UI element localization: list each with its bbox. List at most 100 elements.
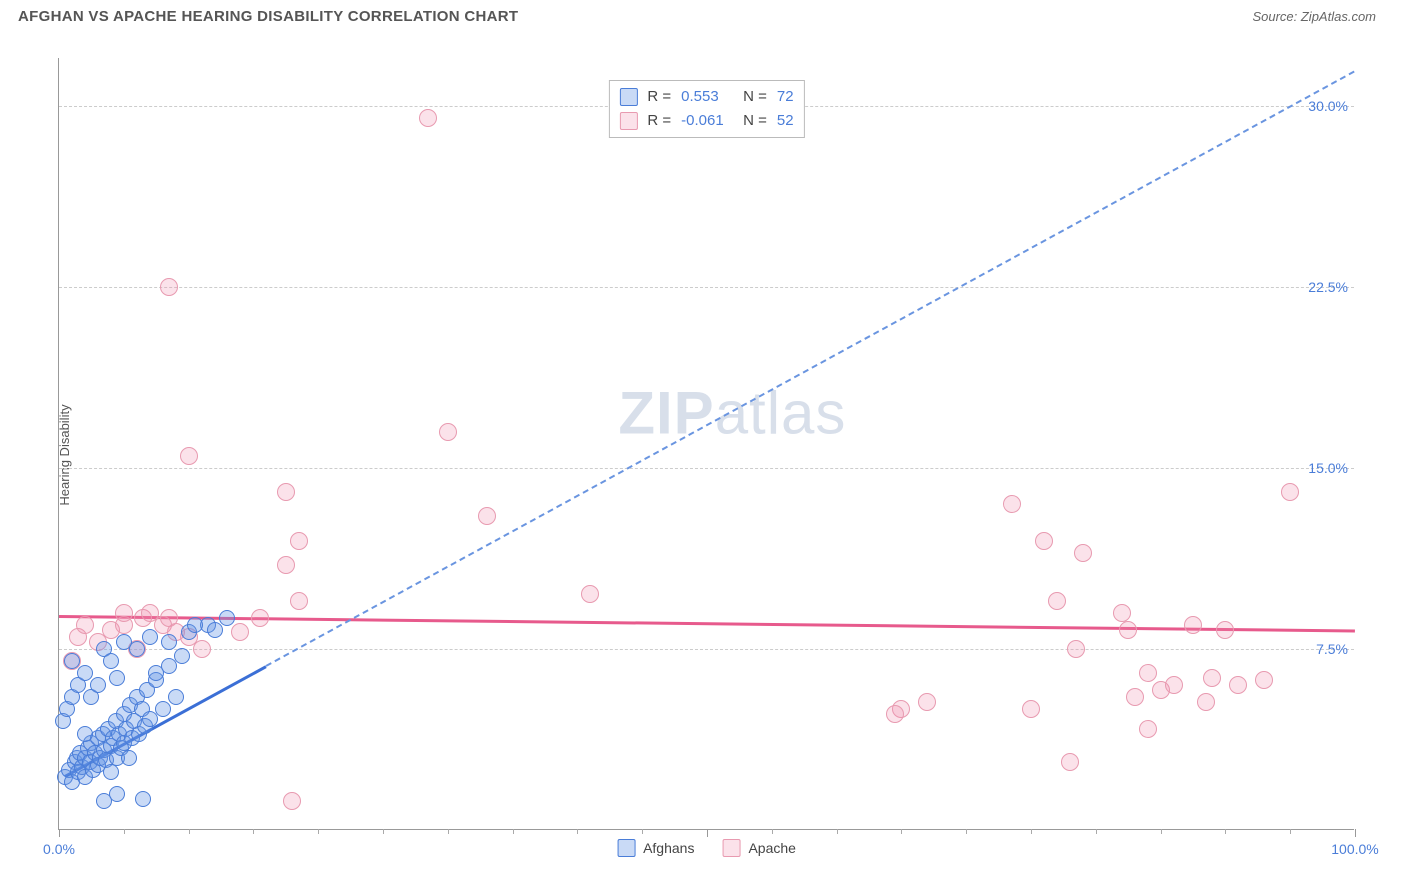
- scatter-point-apache: [160, 278, 178, 296]
- scatter-point-afghans: [77, 665, 93, 681]
- source-attribution: Source: ZipAtlas.com: [1252, 9, 1376, 24]
- scatter-point-afghans: [109, 786, 125, 802]
- x-tick-minor: [448, 829, 449, 834]
- scatter-point-apache: [1184, 616, 1202, 634]
- x-tick-minor: [1031, 829, 1032, 834]
- stat-n-label: N =: [743, 85, 767, 109]
- legend-item-pink: Apache: [722, 839, 795, 857]
- bottom-legend: Afghans Apache: [617, 839, 796, 857]
- scatter-point-apache: [290, 532, 308, 550]
- watermark-atlas: atlas: [715, 379, 847, 446]
- x-tick-minor: [383, 829, 384, 834]
- scatter-point-afghans: [121, 750, 137, 766]
- x-tick-label: 100.0%: [1331, 841, 1378, 857]
- chart-title: AFGHAN VS APACHE HEARING DISABILITY CORR…: [18, 8, 518, 25]
- x-tick-minor: [513, 829, 514, 834]
- scatter-point-apache: [1139, 664, 1157, 682]
- stat-r-value: 0.553: [681, 85, 733, 109]
- x-tick-minor: [642, 829, 643, 834]
- gridline: [59, 649, 1354, 650]
- scatter-point-apache: [283, 792, 301, 810]
- x-tick-minor: [966, 829, 967, 834]
- scatter-point-afghans: [142, 629, 158, 645]
- scatter-point-afghans: [64, 653, 80, 669]
- gridline: [59, 468, 1354, 469]
- scatter-point-apache: [231, 623, 249, 641]
- scatter-point-apache: [180, 447, 198, 465]
- scatter-point-apache: [1022, 700, 1040, 718]
- scatter-point-afghans: [219, 610, 235, 626]
- legend-swatch-pink: [722, 839, 740, 857]
- stat-n-label: N =: [743, 109, 767, 133]
- stat-n-value: 72: [777, 85, 794, 109]
- scatter-point-apache: [1113, 604, 1131, 622]
- scatter-point-afghans: [161, 634, 177, 650]
- scatter-point-apache: [277, 556, 295, 574]
- watermark: ZIPatlas: [618, 378, 846, 447]
- y-tick-label: 7.5%: [1316, 641, 1348, 657]
- scatter-point-apache: [918, 693, 936, 711]
- scatter-point-apache: [1067, 640, 1085, 658]
- stats-row: R =-0.061N =52: [619, 109, 793, 133]
- scatter-point-apache: [1216, 621, 1234, 639]
- scatter-point-apache: [277, 483, 295, 501]
- stat-r-label: R =: [647, 85, 671, 109]
- x-tick-minor: [837, 829, 838, 834]
- x-tick-minor: [1161, 829, 1162, 834]
- x-tick: [707, 829, 708, 837]
- scatter-point-apache: [419, 109, 437, 127]
- y-tick-label: 30.0%: [1308, 98, 1348, 114]
- scatter-point-afghans: [103, 764, 119, 780]
- chart-area: Hearing Disability ZIPatlas 7.5%15.0%22.…: [18, 38, 1388, 872]
- scatter-point-apache: [1119, 621, 1137, 639]
- scatter-point-apache: [886, 705, 904, 723]
- scatter-point-afghans: [187, 617, 203, 633]
- scatter-point-apache: [581, 585, 599, 603]
- scatter-point-apache: [1165, 676, 1183, 694]
- scatter-point-apache: [1074, 544, 1092, 562]
- chart-header: AFGHAN VS APACHE HEARING DISABILITY CORR…: [0, 0, 1406, 29]
- scatter-point-afghans: [90, 677, 106, 693]
- scatter-point-apache: [439, 423, 457, 441]
- scatter-point-apache: [193, 640, 211, 658]
- legend-label: Afghans: [643, 840, 694, 856]
- scatter-point-apache: [478, 507, 496, 525]
- scatter-point-apache: [1048, 592, 1066, 610]
- scatter-point-apache: [1281, 483, 1299, 501]
- scatter-point-apache: [290, 592, 308, 610]
- scatter-point-afghans: [77, 726, 93, 742]
- scatter-point-afghans: [109, 670, 125, 686]
- stat-n-value: 52: [777, 109, 794, 133]
- legend-swatch-pink: [619, 112, 637, 130]
- stats-row: R = 0.553 N = 72: [619, 85, 793, 109]
- scatter-point-apache: [76, 616, 94, 634]
- y-tick-label: 15.0%: [1308, 460, 1348, 476]
- plot-region: ZIPatlas 7.5%15.0%22.5%30.0%0.0%100.0%R …: [58, 58, 1354, 830]
- legend-item-blue: Afghans: [617, 839, 694, 857]
- scatter-point-apache: [1203, 669, 1221, 687]
- scatter-point-afghans: [155, 701, 171, 717]
- stat-r-label: R =: [647, 109, 671, 133]
- scatter-point-afghans: [135, 791, 151, 807]
- scatter-point-apache: [1126, 688, 1144, 706]
- legend-swatch-blue: [619, 88, 637, 106]
- scatter-point-afghans: [174, 648, 190, 664]
- x-tick-minor: [901, 829, 902, 834]
- trend-line-afghans-dashed: [266, 70, 1356, 666]
- x-tick-label: 0.0%: [43, 841, 75, 857]
- legend-swatch-blue: [617, 839, 635, 857]
- scatter-point-apache: [251, 609, 269, 627]
- x-tick-minor: [318, 829, 319, 834]
- scatter-point-apache: [1035, 532, 1053, 550]
- scatter-point-afghans: [207, 622, 223, 638]
- x-tick-minor: [1096, 829, 1097, 834]
- y-tick-label: 22.5%: [1308, 279, 1348, 295]
- scatter-point-apache: [1003, 495, 1021, 513]
- legend-label: Apache: [748, 840, 795, 856]
- x-tick-minor: [577, 829, 578, 834]
- x-tick: [59, 829, 60, 837]
- x-tick-minor: [1290, 829, 1291, 834]
- watermark-zip: ZIP: [618, 379, 714, 446]
- scatter-point-apache: [1197, 693, 1215, 711]
- scatter-point-apache: [1061, 753, 1079, 771]
